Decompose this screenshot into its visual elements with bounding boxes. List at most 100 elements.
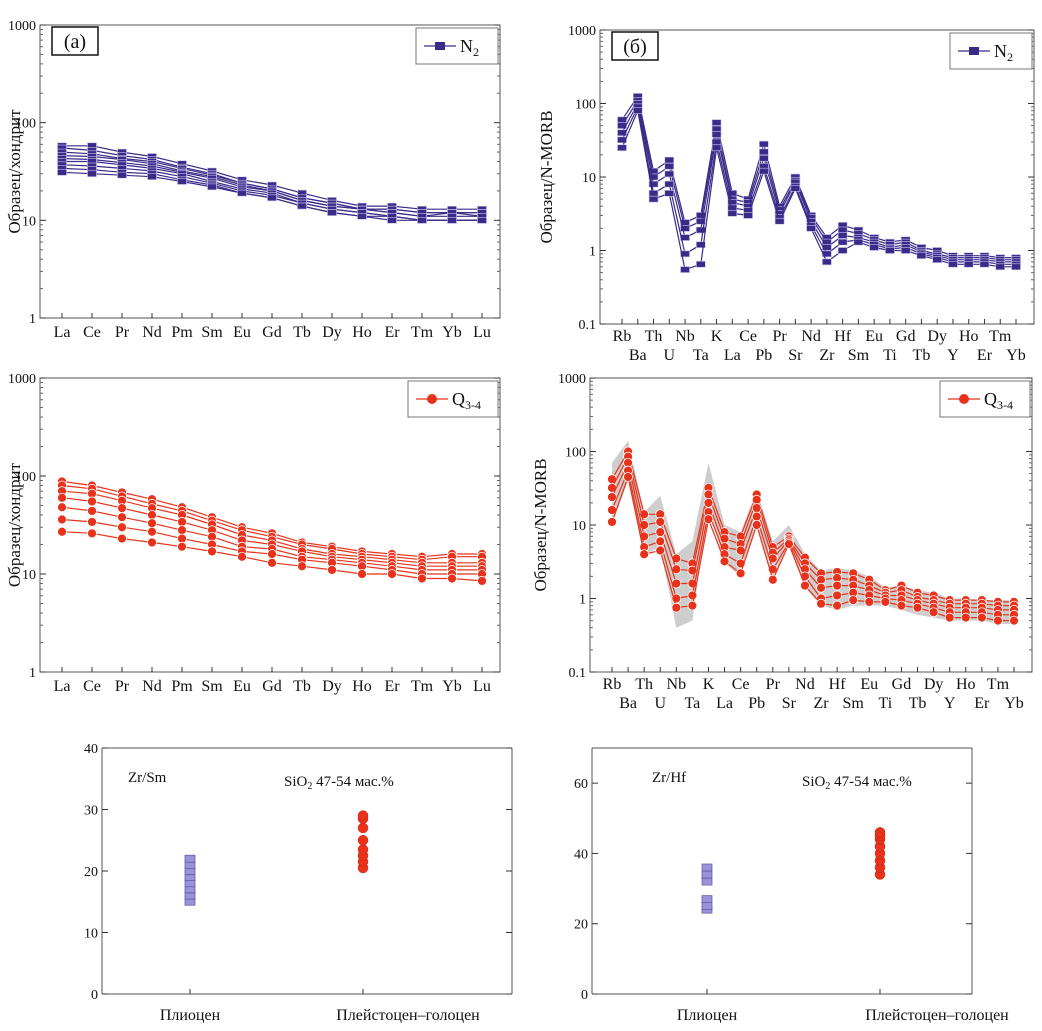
- x-tick-label: Dy: [924, 676, 944, 693]
- data-point: [822, 250, 832, 258]
- data-point: [357, 844, 369, 855]
- data-point: [837, 247, 848, 254]
- data-point: [147, 510, 157, 520]
- legend-marker: [427, 394, 437, 404]
- sio2-subscript: 2: [307, 781, 312, 792]
- data-point: [751, 494, 762, 505]
- y-tick-label: 1000: [558, 372, 586, 387]
- data-point: [837, 238, 848, 246]
- data-point: [117, 522, 127, 533]
- data-point: [727, 210, 738, 217]
- data-point: [976, 612, 987, 623]
- data-point: [759, 167, 769, 175]
- x-tick-label: Ho: [956, 676, 976, 693]
- legend-subscript: 3-4: [997, 398, 1013, 412]
- y-tick-label: 60: [574, 777, 588, 792]
- data-point: [979, 260, 990, 268]
- data-point: [869, 244, 879, 251]
- y-tick-label: 40: [574, 847, 588, 862]
- x-tick-label: Yb: [1006, 347, 1026, 364]
- ratio-label: Zr/Hf: [652, 770, 686, 786]
- data-point: [357, 822, 369, 834]
- x-tick-label: Hf: [829, 676, 847, 693]
- x-tick-label: Pr: [772, 328, 787, 345]
- data-point: [832, 590, 843, 601]
- data-point: [664, 156, 675, 164]
- y-tick-label: 10: [22, 214, 36, 229]
- data-point: [822, 258, 832, 266]
- series-line: [621, 108, 1016, 271]
- x-tick-label: Lu: [473, 678, 491, 695]
- x-tick-label: Pm: [171, 324, 193, 341]
- x-tick-label: K: [711, 328, 723, 345]
- x-tick-label: Плиоцен: [677, 1007, 738, 1024]
- x-tick-label: Nb: [675, 328, 695, 345]
- data-point: [928, 607, 939, 618]
- data-point: [701, 895, 713, 903]
- x-tick-label: Er: [384, 324, 400, 341]
- data-point: [751, 503, 762, 513]
- x-tick-label: Dy: [927, 328, 947, 345]
- x-tick-label: Nb: [667, 676, 687, 693]
- y-tick-label: 1000: [568, 24, 596, 39]
- x-tick-label: Nd: [142, 678, 162, 695]
- data-point: [896, 600, 907, 611]
- data-point: [816, 598, 826, 609]
- legend-subscript: 2: [473, 45, 479, 59]
- chart-a-n2: 1 10 100 1000 La Ce Pr Nd Pm Sm Eu Gd Tb Dy Ho Er Tm Yb Lu…: [5, 19, 501, 341]
- y-tick-label: 20: [84, 865, 98, 880]
- data-point: [680, 250, 690, 258]
- data-point: [57, 169, 67, 176]
- x-tick-label: Rb: [603, 676, 622, 693]
- data-point: [900, 247, 911, 254]
- data-point: [664, 190, 675, 197]
- series-8: [57, 169, 487, 224]
- y-tick-label: 10: [84, 927, 98, 942]
- data-point: [177, 541, 187, 552]
- x-tick-label: Y: [947, 347, 959, 364]
- data-point: [655, 536, 666, 547]
- data-point: [944, 612, 955, 623]
- data-point: [759, 140, 769, 148]
- sio2-subscript: 2: [825, 781, 830, 792]
- series-4: [617, 107, 1021, 273]
- data-point: [948, 260, 958, 268]
- data-point: [237, 189, 247, 197]
- x-tick-label: La: [716, 695, 733, 712]
- chart-c-q34: 1 10 100 1000 La Ce Pr Nd Pm Sm Eu Gd Tb Dy Ho Er Tm Yb Lu…: [5, 372, 501, 695]
- data-point: [963, 260, 974, 268]
- x-tick-label: Pb: [748, 695, 765, 712]
- data-point: [87, 528, 97, 539]
- data-point: [719, 556, 730, 567]
- x-tick-label: Ce: [83, 678, 101, 695]
- data-point: [57, 526, 67, 537]
- series-4: [607, 472, 1019, 626]
- x-tick-label: Zr: [813, 695, 829, 712]
- data-point: [703, 489, 714, 500]
- data-point: [417, 573, 427, 584]
- x-tick-label: Sm: [201, 678, 223, 695]
- data-point: [751, 520, 762, 530]
- data-point: [832, 580, 843, 591]
- data-point: [703, 514, 714, 525]
- x-tick-label: Tb: [293, 324, 311, 341]
- data-point: [767, 574, 778, 585]
- data-point: [357, 212, 367, 220]
- data-point: [743, 212, 753, 219]
- data-point: [816, 582, 826, 593]
- data-point: [960, 612, 971, 623]
- data-point: [912, 602, 923, 613]
- x-tick-label: Pb: [755, 347, 772, 364]
- y-tick-label: 1: [589, 245, 596, 260]
- data-point: [664, 162, 675, 170]
- x-tick-label: Sm: [848, 347, 870, 364]
- sio2-label: SiO2 47-54 мас.%: [284, 774, 394, 792]
- data-point: [783, 539, 794, 549]
- x-tick-label: Eu: [865, 328, 883, 345]
- x-tick-label: La: [724, 347, 741, 364]
- data-point: [267, 194, 277, 202]
- x-tick-label: Pr: [115, 324, 130, 341]
- data-point: [864, 596, 875, 607]
- data-point: [87, 517, 97, 527]
- x-tick-label: Zr: [819, 347, 835, 364]
